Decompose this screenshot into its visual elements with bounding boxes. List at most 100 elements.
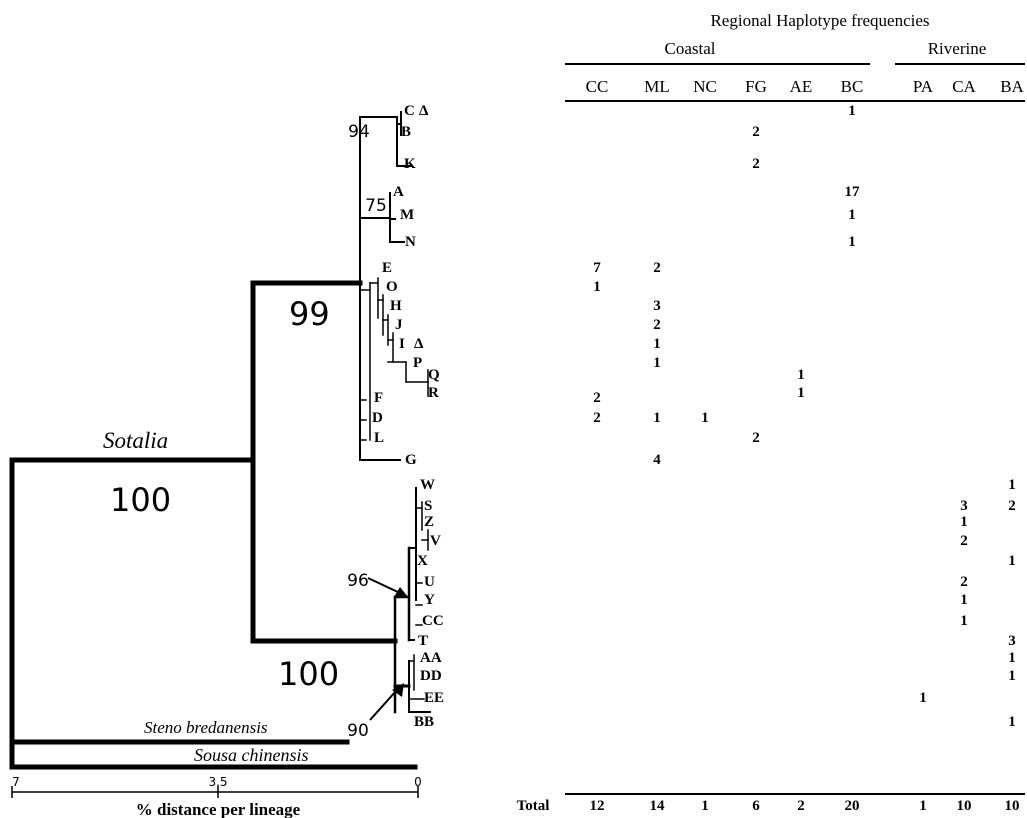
tip-label-aa: AA	[420, 650, 442, 666]
bootstrap-node-cb: 94	[348, 122, 370, 142]
tip-label-ee: EE	[424, 690, 444, 706]
totals-label: Total	[517, 798, 550, 814]
tip-label-i: I	[399, 336, 405, 352]
count-cell: 1	[848, 234, 856, 250]
count-cell: 1	[848, 103, 856, 119]
count-cell: 1	[593, 279, 601, 295]
totals-cells: 12 14 1 6 2 20 1 10 10	[590, 798, 1020, 814]
count-cell: 2	[752, 430, 760, 446]
scale-tick-label-right: 0	[414, 775, 422, 789]
count-cell: 1	[653, 355, 661, 371]
count-cell: 1	[960, 592, 968, 608]
column-header-ca: CA	[952, 77, 976, 96]
total-cell-ba: 10	[1005, 798, 1020, 814]
scale-tick-label-left: 7	[12, 775, 20, 789]
column-header-bc: BC	[841, 77, 864, 96]
total-cell-cc: 12	[590, 798, 605, 814]
tip-label-t: T	[418, 633, 428, 649]
bootstrap-clade-upper: 99	[289, 295, 330, 333]
tip-label-e: E	[382, 260, 392, 276]
tip-label-dd: DD	[420, 668, 442, 684]
count-cell: 2	[593, 390, 601, 406]
totals-row: Total 12 14 1 6 2 20 1 10 10	[517, 793, 1025, 814]
tip-label-k: K	[404, 156, 416, 172]
count-cell: 1	[653, 410, 661, 426]
count-cell: 1	[701, 410, 709, 426]
tip-label-z: Z	[424, 514, 434, 530]
taxon-labels: Sotalia Steno bredanensis Sousa chinensi…	[103, 428, 309, 765]
tip-label-g: G	[405, 452, 417, 468]
total-cell-ca: 10	[957, 798, 972, 814]
count-cell: 1	[797, 367, 805, 383]
tip-label-u: U	[424, 574, 435, 590]
arrow-90	[369, 690, 397, 721]
count-cell: 3	[1008, 633, 1016, 649]
bootstrap-node-96: 96	[347, 571, 369, 591]
total-cell-ae: 2	[797, 798, 805, 814]
count-cell: 1	[1008, 553, 1016, 569]
scale-bar: 7 3.5 0 % distance per lineage	[11, 775, 422, 818]
arrow-96-head	[394, 587, 408, 597]
total-cell-bc: 20	[845, 798, 860, 814]
count-cell: 1	[1008, 477, 1016, 493]
tip-label-r: R	[428, 385, 439, 401]
count-cell: 3	[653, 298, 661, 314]
tip-label-b: B	[401, 124, 411, 140]
column-header-fg: FG	[745, 77, 767, 96]
tip-symbol-c: Δ	[419, 103, 429, 119]
tip-label-cc: CC	[422, 613, 444, 629]
count-cell: 1	[848, 207, 856, 223]
bootstrap-node-amn: 75	[365, 196, 387, 216]
count-cell: 1	[919, 690, 927, 706]
tip-label-w: W	[420, 477, 435, 493]
tip-label-p: P	[413, 355, 422, 371]
column-header-cc: CC	[586, 77, 609, 96]
total-cell-ml: 14	[650, 798, 666, 814]
bootstrap-arrows	[367, 577, 408, 721]
count-cell: 1	[653, 336, 661, 352]
outgroup-steno: Steno bredanensis	[144, 718, 268, 737]
total-cell-nc: 1	[701, 798, 709, 814]
table-title: Regional Haplotype frequencies	[710, 11, 929, 30]
tip-symbol-i: Δ	[414, 336, 424, 352]
count-cell: 1	[1008, 650, 1016, 666]
bootstrap-node-90: 90	[347, 721, 369, 741]
total-cell-pa: 1	[919, 798, 927, 814]
column-header-pa: PA	[913, 77, 934, 96]
tip-label-l: L	[374, 430, 384, 446]
tip-label-m: M	[400, 207, 414, 223]
group-coastal-label: Coastal	[665, 39, 716, 58]
count-cell: 7	[593, 260, 601, 276]
scale-tick-label-mid: 3.5	[208, 775, 227, 789]
bootstrap-root: 100	[110, 481, 171, 519]
tip-label-bb: BB	[414, 714, 434, 730]
count-cell: 2	[960, 533, 968, 549]
bootstrap-clade-lower: 100	[278, 655, 339, 693]
total-cell-fg: 6	[752, 798, 760, 814]
tip-label-v: V	[430, 533, 441, 549]
count-cell: 3	[960, 498, 968, 514]
tip-label-f: F	[374, 390, 383, 406]
bootstrap-labels: 94 75 99 100 96 100 90	[110, 122, 387, 741]
count-cell: 4	[653, 452, 661, 468]
column-header-nc: NC	[693, 77, 717, 96]
count-cell: 1	[960, 514, 968, 530]
tip-label-o: O	[386, 279, 398, 295]
column-header-ml: ML	[644, 77, 670, 96]
column-headers: CC ML NC FG AE BC PA CA BA	[586, 77, 1025, 96]
count-cell: 1	[797, 385, 805, 401]
count-cell: 2	[593, 410, 601, 426]
clade-label-sotalia: Sotalia	[103, 428, 168, 453]
count-cell: 1	[1008, 668, 1016, 684]
tip-label-d: D	[372, 410, 383, 426]
column-header-ae: AE	[790, 77, 813, 96]
tip-label-j: J	[395, 317, 403, 333]
arrow-90-head	[392, 683, 404, 697]
group-riverine-label: Riverine	[928, 39, 987, 58]
count-cell: 1	[960, 613, 968, 629]
count-cell: 2	[653, 317, 661, 333]
column-header-ba: BA	[1000, 77, 1024, 96]
count-cell: 1	[1008, 714, 1016, 730]
